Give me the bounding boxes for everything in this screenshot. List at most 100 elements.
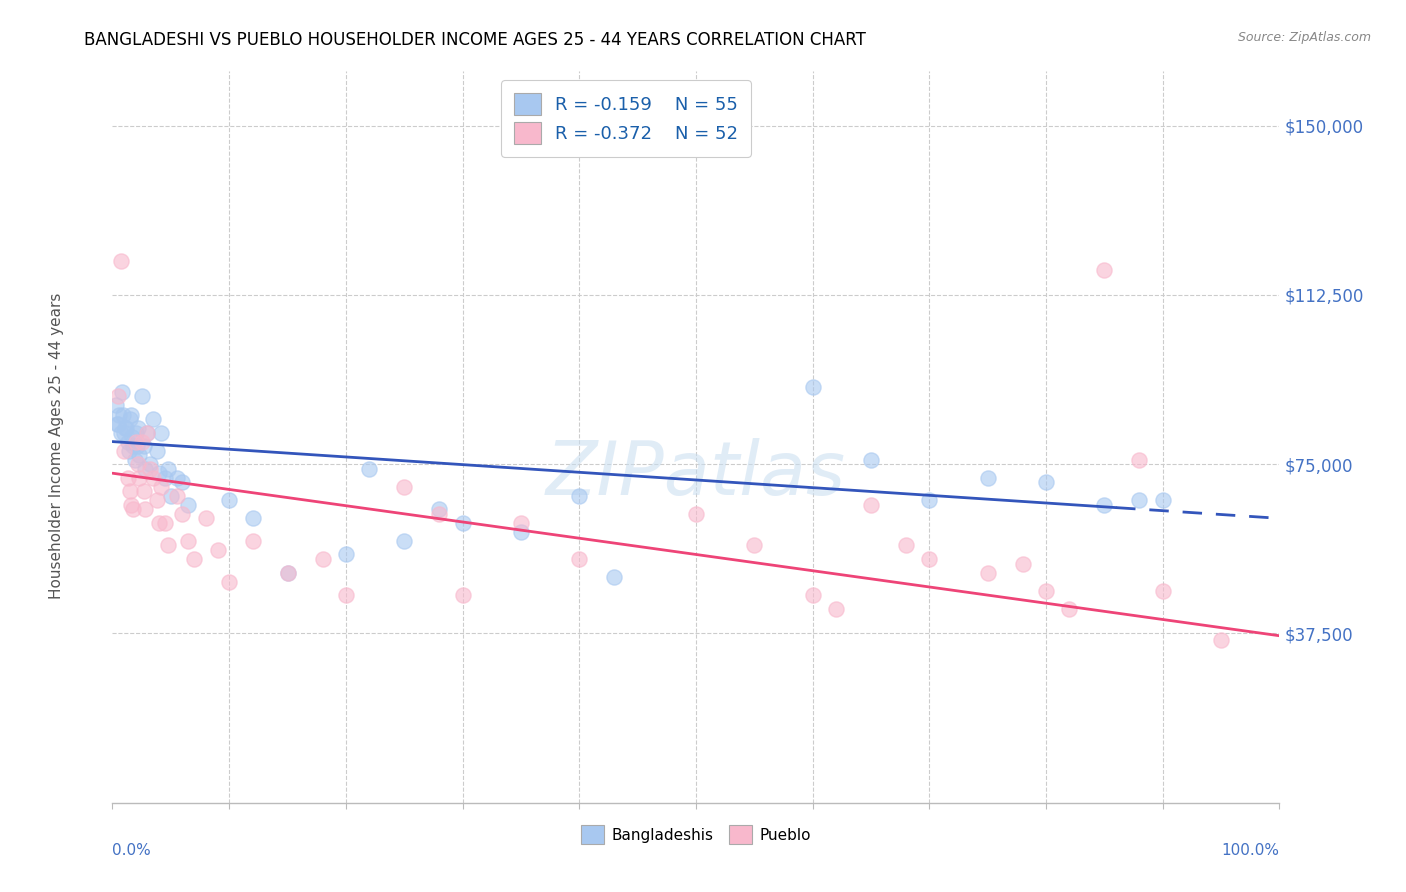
Point [359, 461, 381, 475]
Point [142, 471, 165, 485]
Point [603, 570, 626, 584]
Point [335, 588, 357, 602]
Point [136, 425, 159, 440]
Point [1128, 493, 1150, 508]
Point [183, 552, 205, 566]
Point [801, 380, 824, 394]
Point [125, 434, 148, 449]
Point [276, 566, 298, 580]
Point [1152, 583, 1174, 598]
Legend: Bangladeshis, Pueblo: Bangladeshis, Pueblo [575, 819, 817, 850]
Point [568, 552, 591, 566]
Point [136, 425, 159, 440]
Point [394, 480, 416, 494]
Point [801, 588, 824, 602]
Point [150, 425, 173, 440]
Point [118, 484, 141, 499]
Point [918, 493, 941, 508]
Point [172, 475, 194, 490]
Point [134, 502, 156, 516]
Point [166, 489, 188, 503]
Point [1209, 633, 1232, 648]
Point [112, 443, 135, 458]
Point [744, 538, 766, 552]
Point [1094, 498, 1116, 512]
Point [110, 254, 132, 268]
Point [107, 389, 129, 403]
Point [1011, 557, 1033, 571]
Point [120, 498, 142, 512]
Point [117, 434, 139, 449]
Point [394, 533, 416, 548]
Point [1094, 263, 1116, 277]
Text: BANGLADESHI VS PUEBLO HOUSEHOLDER INCOME AGES 25 - 44 YEARS CORRELATION CHART: BANGLADESHI VS PUEBLO HOUSEHOLDER INCOME… [84, 31, 866, 49]
Text: 100.0%: 100.0% [1222, 843, 1279, 858]
Point [125, 425, 148, 440]
Point [125, 439, 148, 453]
Point [118, 412, 141, 426]
Point [1059, 601, 1081, 615]
Point [153, 516, 176, 530]
Point [451, 516, 474, 530]
Point [148, 466, 170, 480]
Point [918, 552, 941, 566]
Point [142, 412, 165, 426]
Point [451, 588, 474, 602]
Point [311, 552, 333, 566]
Point [153, 471, 176, 485]
Point [194, 511, 217, 525]
Point [427, 502, 450, 516]
Point [127, 421, 149, 435]
Point [825, 601, 848, 615]
Point [124, 452, 146, 467]
Point [568, 489, 591, 503]
Point [1035, 583, 1057, 598]
Point [117, 471, 139, 485]
Point [111, 408, 134, 422]
Point [139, 461, 162, 475]
Point [166, 471, 188, 485]
Point [148, 516, 170, 530]
Point [509, 524, 531, 539]
Point [115, 421, 138, 435]
Point [131, 434, 153, 449]
Point [976, 471, 998, 485]
Point [146, 493, 169, 508]
Point [146, 443, 169, 458]
Point [242, 511, 264, 525]
Point [134, 461, 156, 475]
Point [177, 533, 200, 548]
Point [127, 457, 149, 471]
Point [509, 516, 531, 530]
Point [860, 498, 883, 512]
Point [128, 471, 150, 485]
Point [157, 461, 180, 475]
Point [335, 548, 357, 562]
Point [976, 566, 998, 580]
Point [1035, 475, 1057, 490]
Point [120, 408, 142, 422]
Point [128, 448, 150, 462]
Point [107, 417, 129, 431]
Point [150, 480, 173, 494]
Point [132, 484, 155, 499]
Point [112, 425, 135, 440]
Point [218, 574, 240, 589]
Point [111, 384, 134, 399]
Point [105, 417, 128, 431]
Point [160, 489, 183, 503]
Point [132, 439, 155, 453]
Point [427, 507, 450, 521]
Text: 0.0%: 0.0% [112, 843, 152, 858]
Text: Source: ZipAtlas.com: Source: ZipAtlas.com [1237, 31, 1371, 45]
Point [894, 538, 917, 552]
Point [860, 452, 883, 467]
Point [276, 566, 298, 580]
Point [114, 421, 136, 435]
Point [121, 430, 143, 444]
Text: Householder Income Ages 25 - 44 years: Householder Income Ages 25 - 44 years [49, 293, 63, 599]
Point [218, 493, 240, 508]
Point [172, 507, 194, 521]
Point [242, 533, 264, 548]
Point [685, 507, 707, 521]
